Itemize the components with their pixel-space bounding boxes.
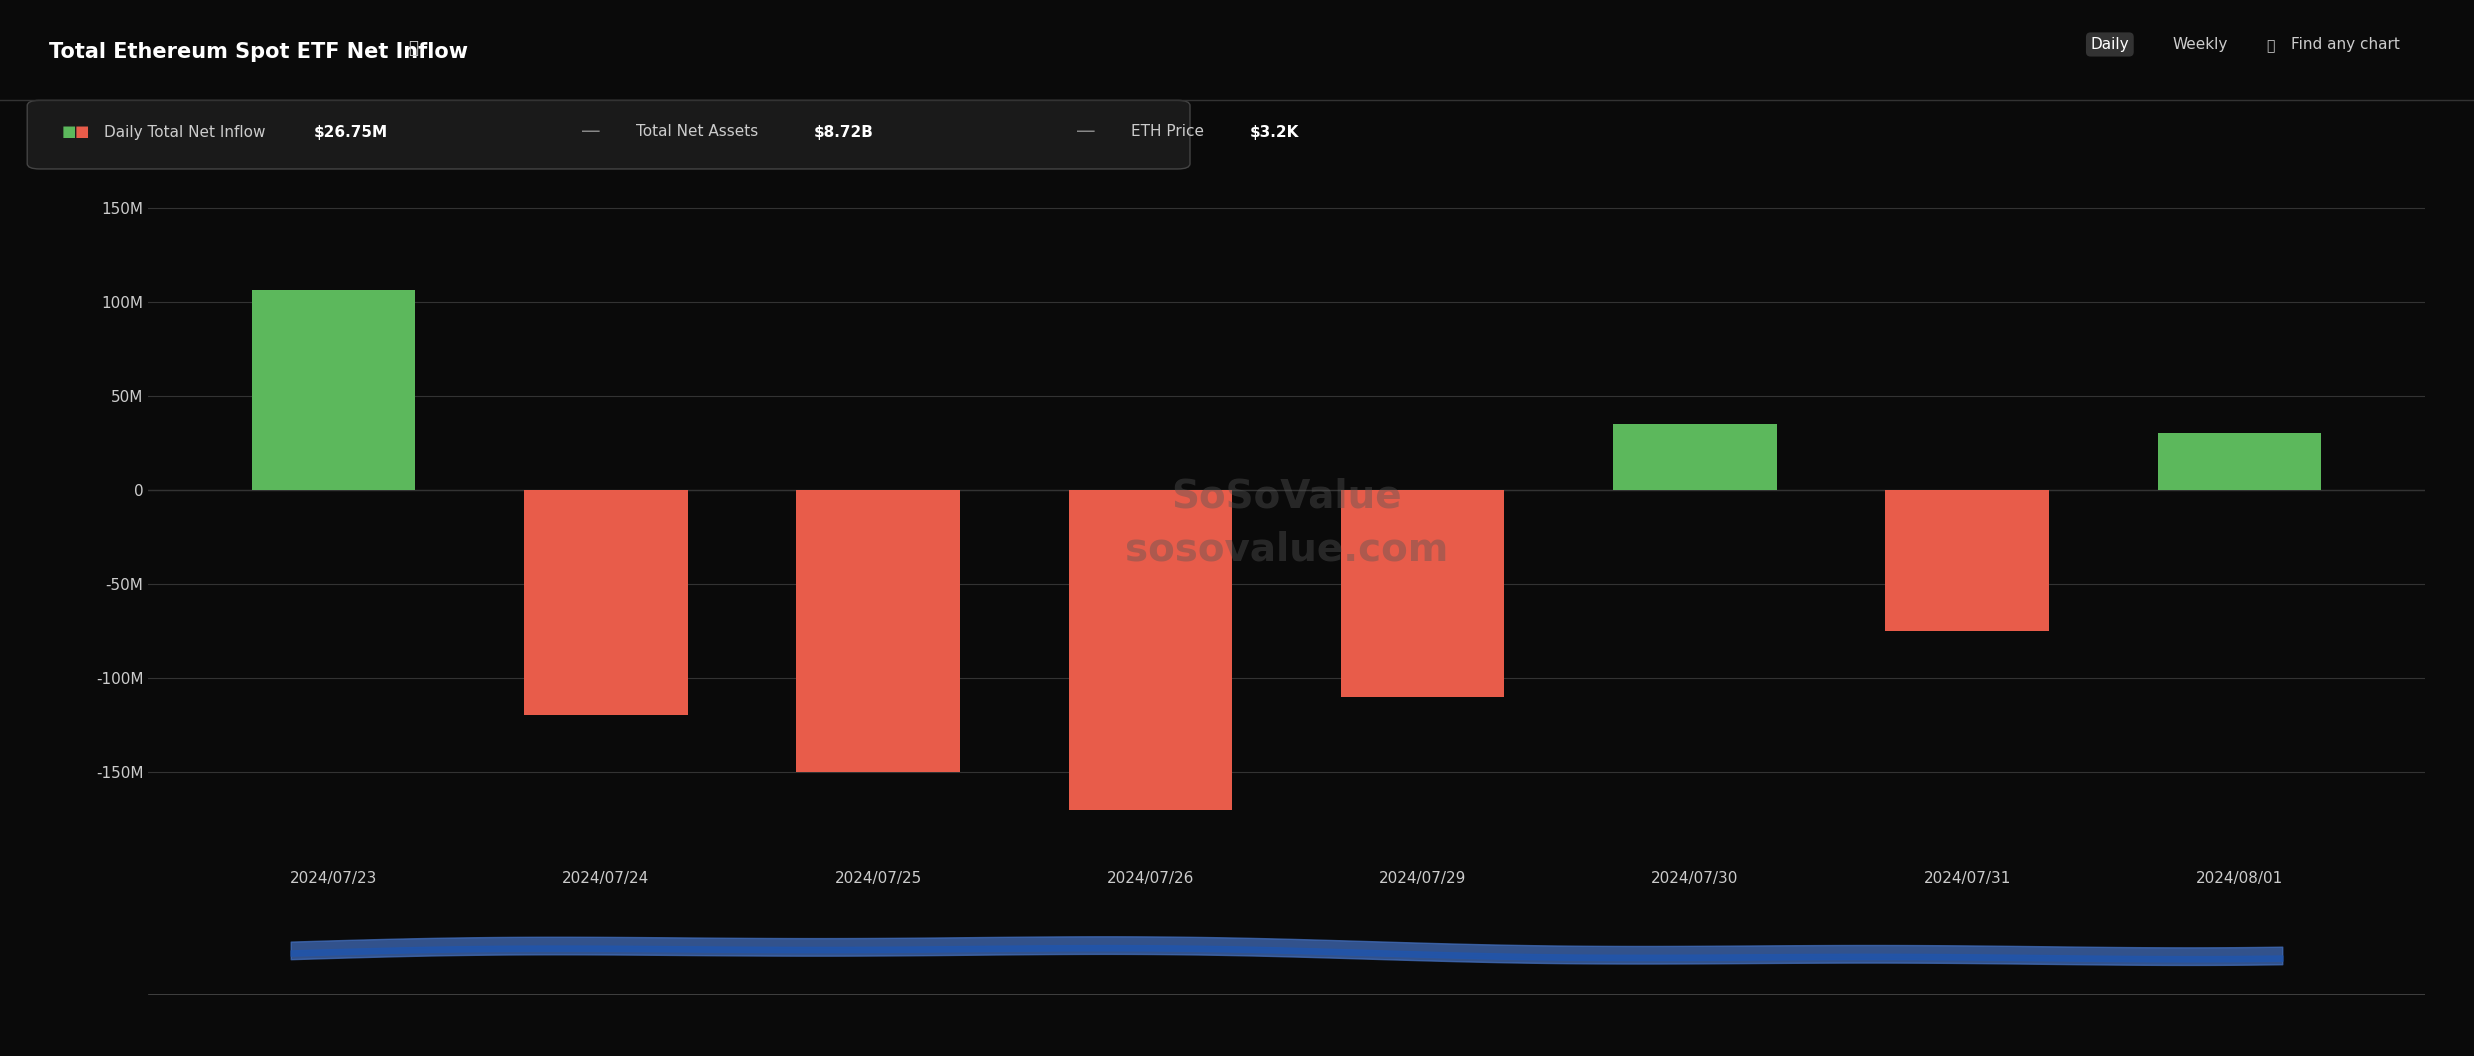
Bar <box>797 490 960 772</box>
Text: Daily: Daily <box>2091 37 2130 52</box>
Text: —: — <box>1076 122 1096 142</box>
Text: Total Ethereum Spot ETF Net Inflow: Total Ethereum Spot ETF Net Inflow <box>49 42 468 62</box>
Text: Total Net Assets: Total Net Assets <box>636 125 757 139</box>
Text: 📅: 📅 <box>2266 39 2274 53</box>
Bar <box>1885 490 2048 630</box>
Text: SoSoValue
sosovalue.com: SoSoValue sosovalue.com <box>1126 477 1447 568</box>
Text: Weekly: Weekly <box>2172 37 2227 52</box>
Bar <box>1341 490 1504 697</box>
Text: ETH Price: ETH Price <box>1131 125 1205 139</box>
Text: $3.2K: $3.2K <box>1249 125 1299 139</box>
Text: ⓘ: ⓘ <box>408 39 418 57</box>
Text: —: — <box>581 122 601 142</box>
Text: Find any chart: Find any chart <box>2291 37 2400 52</box>
Text: $26.75M: $26.75M <box>314 125 388 139</box>
Bar <box>2157 433 2321 490</box>
Text: ■: ■ <box>74 125 89 139</box>
Text: ■: ■ <box>62 125 77 139</box>
Text: $8.72B: $8.72B <box>814 125 873 139</box>
Bar <box>1613 425 1776 490</box>
Text: Daily Total Net Inflow: Daily Total Net Inflow <box>104 125 265 139</box>
Bar <box>252 290 416 490</box>
Bar <box>1069 490 1232 810</box>
Bar <box>524 490 688 716</box>
